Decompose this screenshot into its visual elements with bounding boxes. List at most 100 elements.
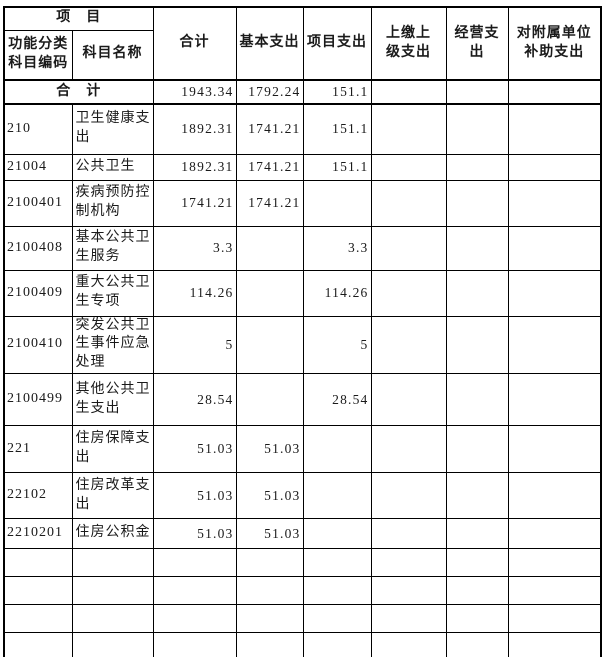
expenditure-table: 项 目 合计 基本支出 项目支出 上缴上 级支出 经营支 出 对附属单位 补助支… — [3, 6, 602, 657]
cell-subsidy — [507, 604, 602, 634]
cell-name — [71, 604, 154, 634]
cell-operating — [445, 79, 509, 105]
table-row: 2100408 基本公共卫 生服务 3.3 3.3 — [3, 225, 602, 271]
cell-name: 住房改革支 出 — [71, 472, 154, 520]
cell-project — [302, 472, 372, 520]
cell-project: 151.1 — [302, 103, 372, 155]
table-header: 项 目 合计 基本支出 项目支出 上缴上 级支出 经营支 出 对附属单位 补助支… — [3, 6, 602, 81]
cell-upper — [370, 472, 447, 520]
cell-upper — [370, 153, 447, 181]
cell-operating — [445, 103, 509, 155]
cell-upper — [370, 632, 447, 657]
cell-subsidy — [507, 472, 602, 520]
table-row — [3, 604, 602, 634]
cell-basic — [235, 576, 304, 606]
cell-project — [302, 576, 372, 606]
cell-total — [152, 604, 237, 634]
cell-code — [3, 632, 73, 657]
cell-subsidy — [507, 548, 602, 578]
cell-total: 51.03 — [152, 518, 237, 550]
cell-operating — [445, 225, 509, 271]
cell-upper — [370, 518, 447, 550]
cell-total: 51.03 — [152, 472, 237, 520]
cell-operating — [445, 472, 509, 520]
cell-operating — [445, 179, 509, 227]
col-header-subsidy-expenditure: 对附属单位 补助支出 — [507, 6, 602, 81]
cell-total: 51.03 — [152, 425, 237, 474]
cell-name: 基本公共卫 生服务 — [71, 225, 154, 271]
grand-total-row: 合 计 1943.34 1792.24 151.1 — [3, 79, 602, 105]
col-header-upper-level-expenditure: 上缴上 级支出 — [370, 6, 447, 81]
cell-total: 3.3 — [152, 225, 237, 271]
cell-name — [71, 576, 154, 606]
table-row: 22102 住房改革支 出 51.03 51.03 — [3, 472, 602, 520]
cell-total — [152, 576, 237, 606]
col-header-subject-name: 科目名称 — [71, 29, 154, 81]
cell-subsidy — [507, 373, 602, 427]
table-row: 2210201 住房公积金 51.03 51.03 — [3, 518, 602, 550]
cell-name: 卫生健康支 出 — [71, 103, 154, 155]
cell-name: 疾病预防控 制机构 — [71, 179, 154, 227]
cell-upper — [370, 179, 447, 227]
col-header-project-expenditure: 项目支出 — [302, 6, 372, 81]
table-row — [3, 548, 602, 578]
cell-code: 2100499 — [3, 373, 73, 427]
cell-subsidy — [507, 269, 602, 317]
cell-subsidy — [507, 576, 602, 606]
cell-upper — [370, 315, 447, 375]
cell-code — [3, 548, 73, 578]
table-row: 210 卫生健康支 出 1892.31 1741.21 151.1 — [3, 103, 602, 155]
cell-total: 28.54 — [152, 373, 237, 427]
cell-upper — [370, 225, 447, 271]
cell-code — [3, 576, 73, 606]
cell-basic: 1792.24 — [235, 79, 304, 105]
cell-project: 3.3 — [302, 225, 372, 271]
cell-upper — [370, 548, 447, 578]
cell-subsidy — [507, 425, 602, 474]
col-header-operating-expenditure: 经营支 出 — [445, 6, 509, 81]
cell-upper — [370, 103, 447, 155]
cell-basic — [235, 604, 304, 634]
cell-basic — [235, 632, 304, 657]
cell-project: 5 — [302, 315, 372, 375]
cell-project — [302, 632, 372, 657]
table-row — [3, 632, 602, 657]
cell-total-label: 合 计 — [3, 79, 154, 105]
cell-basic: 1741.21 — [235, 179, 304, 227]
cell-upper — [370, 269, 447, 317]
cell-upper — [370, 373, 447, 427]
cell-total: 1892.31 — [152, 153, 237, 181]
cell-subsidy — [507, 632, 602, 657]
cell-subsidy — [507, 153, 602, 181]
cell-name: 突发公共卫 生事件应急 处理 — [71, 315, 154, 375]
cell-total — [152, 632, 237, 657]
cell-code — [3, 604, 73, 634]
col-header-function-code: 功能分类 科目编码 — [3, 29, 73, 81]
cell-code: 2100401 — [3, 179, 73, 227]
cell-subsidy — [507, 518, 602, 550]
cell-project — [302, 425, 372, 474]
cell-upper — [370, 576, 447, 606]
cell-code: 2210201 — [3, 518, 73, 550]
cell-code: 2100409 — [3, 269, 73, 317]
table-row: 2100409 重大公共卫 生专项 114.26 114.26 — [3, 269, 602, 317]
cell-total — [152, 548, 237, 578]
cell-code: 22102 — [3, 472, 73, 520]
cell-name: 其他公共卫 生支出 — [71, 373, 154, 427]
cell-basic — [235, 315, 304, 375]
cell-project: 28.54 — [302, 373, 372, 427]
cell-operating — [445, 576, 509, 606]
cell-project — [302, 548, 372, 578]
cell-code: 2100408 — [3, 225, 73, 271]
cell-code: 21004 — [3, 153, 73, 181]
cell-code: 2100410 — [3, 315, 73, 375]
cell-basic: 1741.21 — [235, 103, 304, 155]
cell-name — [71, 632, 154, 657]
cell-basic — [235, 548, 304, 578]
cell-basic — [235, 269, 304, 317]
header-row-2: 功能分类 科目编码 科目名称 — [3, 29, 601, 81]
cell-total: 1943.34 — [152, 79, 237, 105]
table-row: 21004 公共卫生 1892.31 1741.21 151.1 — [3, 153, 602, 181]
cell-operating — [445, 425, 509, 474]
table-row — [3, 576, 602, 606]
